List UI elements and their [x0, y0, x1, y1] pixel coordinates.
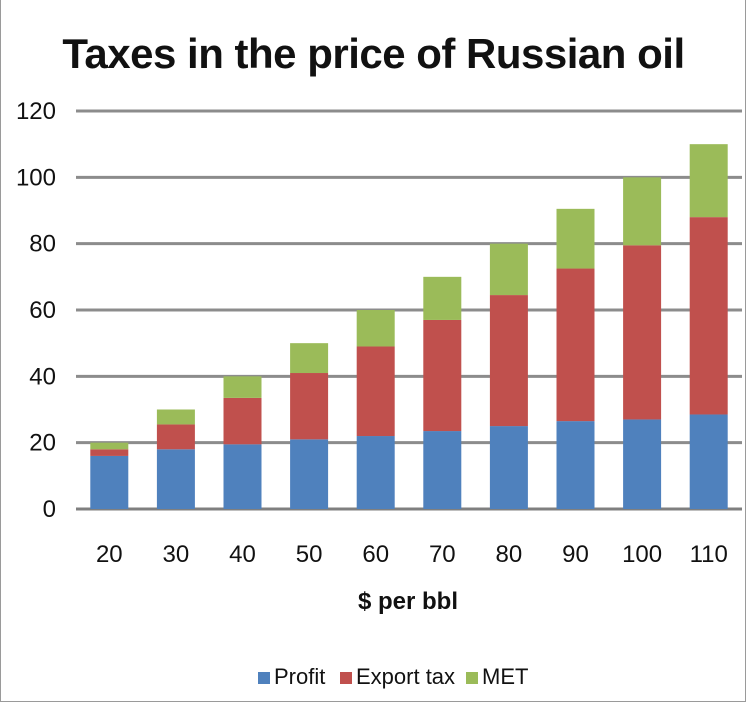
bar-met-30: [156, 409, 195, 425]
x-axis-title: $ per bbl: [358, 588, 458, 615]
legend: Profit Export tax MET: [258, 664, 528, 689]
legend-swatch-export-tax: [340, 672, 352, 684]
y-tick-label: 20: [29, 430, 56, 457]
bar-export-tax-20: [90, 449, 129, 456]
bar-export-tax-50: [290, 373, 329, 440]
legend-label: Profit: [274, 664, 325, 689]
legend-swatch-met: [466, 672, 478, 684]
bar-export-tax-110: [689, 217, 728, 415]
bar-met-50: [290, 343, 329, 374]
y-tick-label: 100: [16, 164, 56, 191]
bar-profit-80: [489, 426, 528, 509]
x-tick-label: 50: [296, 541, 323, 568]
chart-title: Taxes in the price of Russian oil: [62, 30, 685, 77]
x-tick-label: 70: [429, 541, 456, 568]
y-axis-ticks: 0 20 40 60 80 100 120: [16, 98, 56, 523]
y-tick-label: 0: [43, 496, 56, 523]
bar-export-tax-100: [623, 245, 662, 420]
bar-profit-70: [423, 431, 462, 509]
legend-label: Export tax: [356, 664, 455, 689]
bar-met-20: [90, 442, 129, 450]
bar-export-tax-40: [223, 397, 262, 445]
bar-met-80: [489, 243, 528, 296]
bar-export-tax-80: [489, 295, 528, 427]
y-tick-label: 40: [29, 363, 56, 390]
y-tick-label: 120: [16, 98, 56, 125]
x-axis-ticks: 20 30 40 50 60 70 80 90 100 110: [96, 541, 728, 568]
bar-profit-60: [356, 436, 395, 509]
bar-export-tax-70: [423, 319, 462, 432]
bar-profit-90: [556, 421, 595, 509]
bar-met-40: [223, 376, 262, 398]
bar-met-110: [689, 144, 728, 218]
x-tick-label: 110: [690, 541, 728, 568]
x-tick-label: 90: [562, 541, 589, 568]
legend-swatch-profit: [258, 672, 270, 684]
x-tick-label: 60: [362, 541, 389, 568]
y-tick-label: 60: [29, 297, 56, 324]
bar-export-tax-90: [556, 268, 595, 422]
x-tick-label: 40: [229, 541, 256, 568]
bar-met-90: [556, 208, 595, 269]
bar-export-tax-30: [156, 424, 195, 450]
bar-profit-50: [290, 439, 329, 509]
x-tick-label: 80: [496, 541, 523, 568]
bar-met-70: [423, 276, 462, 320]
bar-profit-40: [223, 444, 262, 509]
legend-label: MET: [482, 664, 528, 689]
bar-export-tax-60: [356, 346, 395, 437]
x-tick-label: 100: [622, 541, 662, 568]
x-tick-label: 20: [96, 541, 123, 568]
bar-profit-20: [90, 455, 129, 509]
bars: [90, 144, 728, 509]
x-tick-label: 30: [163, 541, 190, 568]
y-tick-label: 80: [29, 231, 56, 258]
bar-profit-110: [689, 414, 728, 509]
bar-profit-100: [623, 419, 662, 509]
bar-profit-30: [156, 449, 195, 509]
bar-met-100: [623, 177, 662, 246]
bar-met-60: [356, 310, 395, 347]
